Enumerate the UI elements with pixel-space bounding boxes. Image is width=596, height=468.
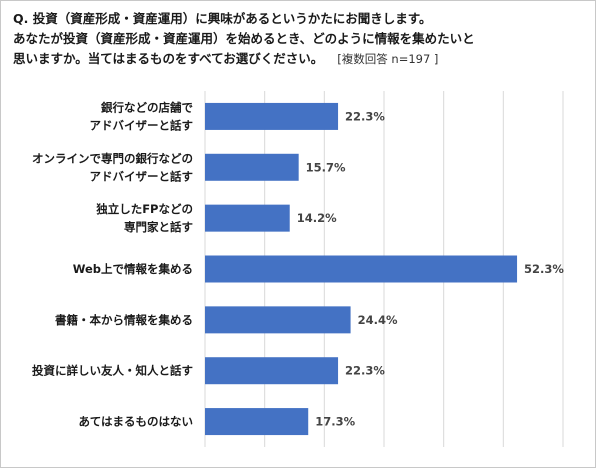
bar	[205, 204, 290, 232]
bar	[205, 357, 339, 385]
category-label: 銀行などの店舗で	[101, 100, 193, 114]
bar	[205, 408, 309, 436]
question-line-3: 思いますか。当てはまるものをすべてお選びください。 [複数回答 n=197 ]	[13, 49, 585, 69]
question-line-1: Q. 投資（資産形成・資産運用）に興味があるというかたにお聞きします。	[13, 11, 432, 26]
data-label: 22.3%	[345, 364, 385, 378]
data-label: 52.3%	[524, 262, 564, 276]
category-label: 書籍・本から情報を集める	[55, 313, 193, 327]
bar	[205, 255, 518, 283]
data-label: 17.3%	[315, 415, 355, 429]
category-label: 投資に詳しい友人・知人と話す	[32, 364, 193, 378]
category-label: アドバイザーと話す	[90, 169, 194, 183]
bar	[205, 153, 299, 181]
data-label: 24.4%	[358, 313, 398, 327]
category-label: 独立したFPなどの	[96, 202, 193, 216]
category-label: Web上で情報を集める	[73, 262, 193, 276]
data-label: 15.7%	[306, 160, 346, 174]
question-text: Q. 投資（資産形成・資産運用）に興味があるというかたにお聞きします。 あなたが…	[13, 9, 585, 69]
bar	[205, 306, 351, 334]
question-line-3-text: 思いますか。当てはまるものをすべてお選びください。	[13, 51, 324, 66]
data-label: 14.2%	[297, 211, 337, 225]
bar	[205, 102, 339, 130]
category-label: オンラインで専門の銀行などの	[32, 151, 193, 165]
category-label: あてはまるものはない	[78, 415, 193, 429]
category-label: 専門家と話す	[124, 220, 193, 234]
sample-note: [複数回答 n=197 ]	[337, 52, 439, 66]
data-label: 22.3%	[345, 109, 385, 123]
category-label: アドバイザーと話す	[90, 118, 194, 132]
question-line-2: あなたが投資（資産形成・資産運用）を始めるとき、どのように情報を集めたいと	[13, 31, 475, 46]
